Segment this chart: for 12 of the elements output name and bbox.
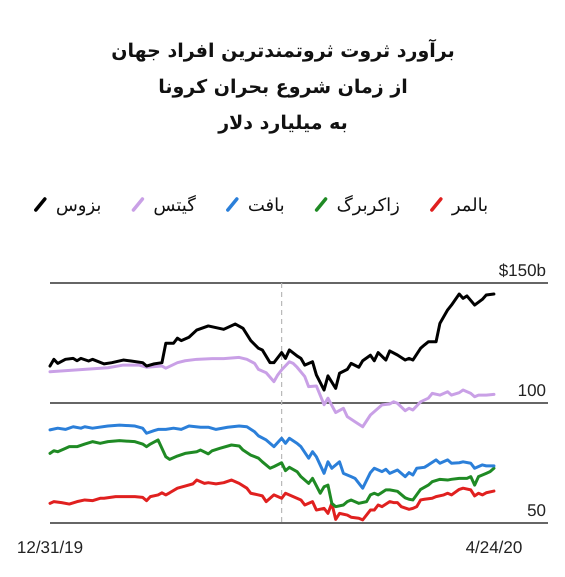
- legend-label: بزوس: [56, 195, 102, 216]
- x-tick-label: 4/24/20: [466, 538, 522, 557]
- legend-label: گیتس: [153, 195, 196, 216]
- title: برآورد ثروت ثروتمندترین افراد جهان از زمان شروع بحران کرونا: [111, 40, 455, 98]
- y-tick-label: 50: [527, 501, 546, 520]
- legend-label: بافت: [248, 195, 285, 216]
- legend-label: زاکربرگ: [336, 195, 400, 216]
- legend-label: بالمر: [452, 195, 488, 216]
- subtitle: به میلیارد دلار: [218, 112, 348, 134]
- x-tick-label: 12/31/19: [16, 538, 84, 557]
- y-tick-label: $150b: [498, 261, 546, 280]
- y-tick-label: 100: [518, 381, 546, 400]
